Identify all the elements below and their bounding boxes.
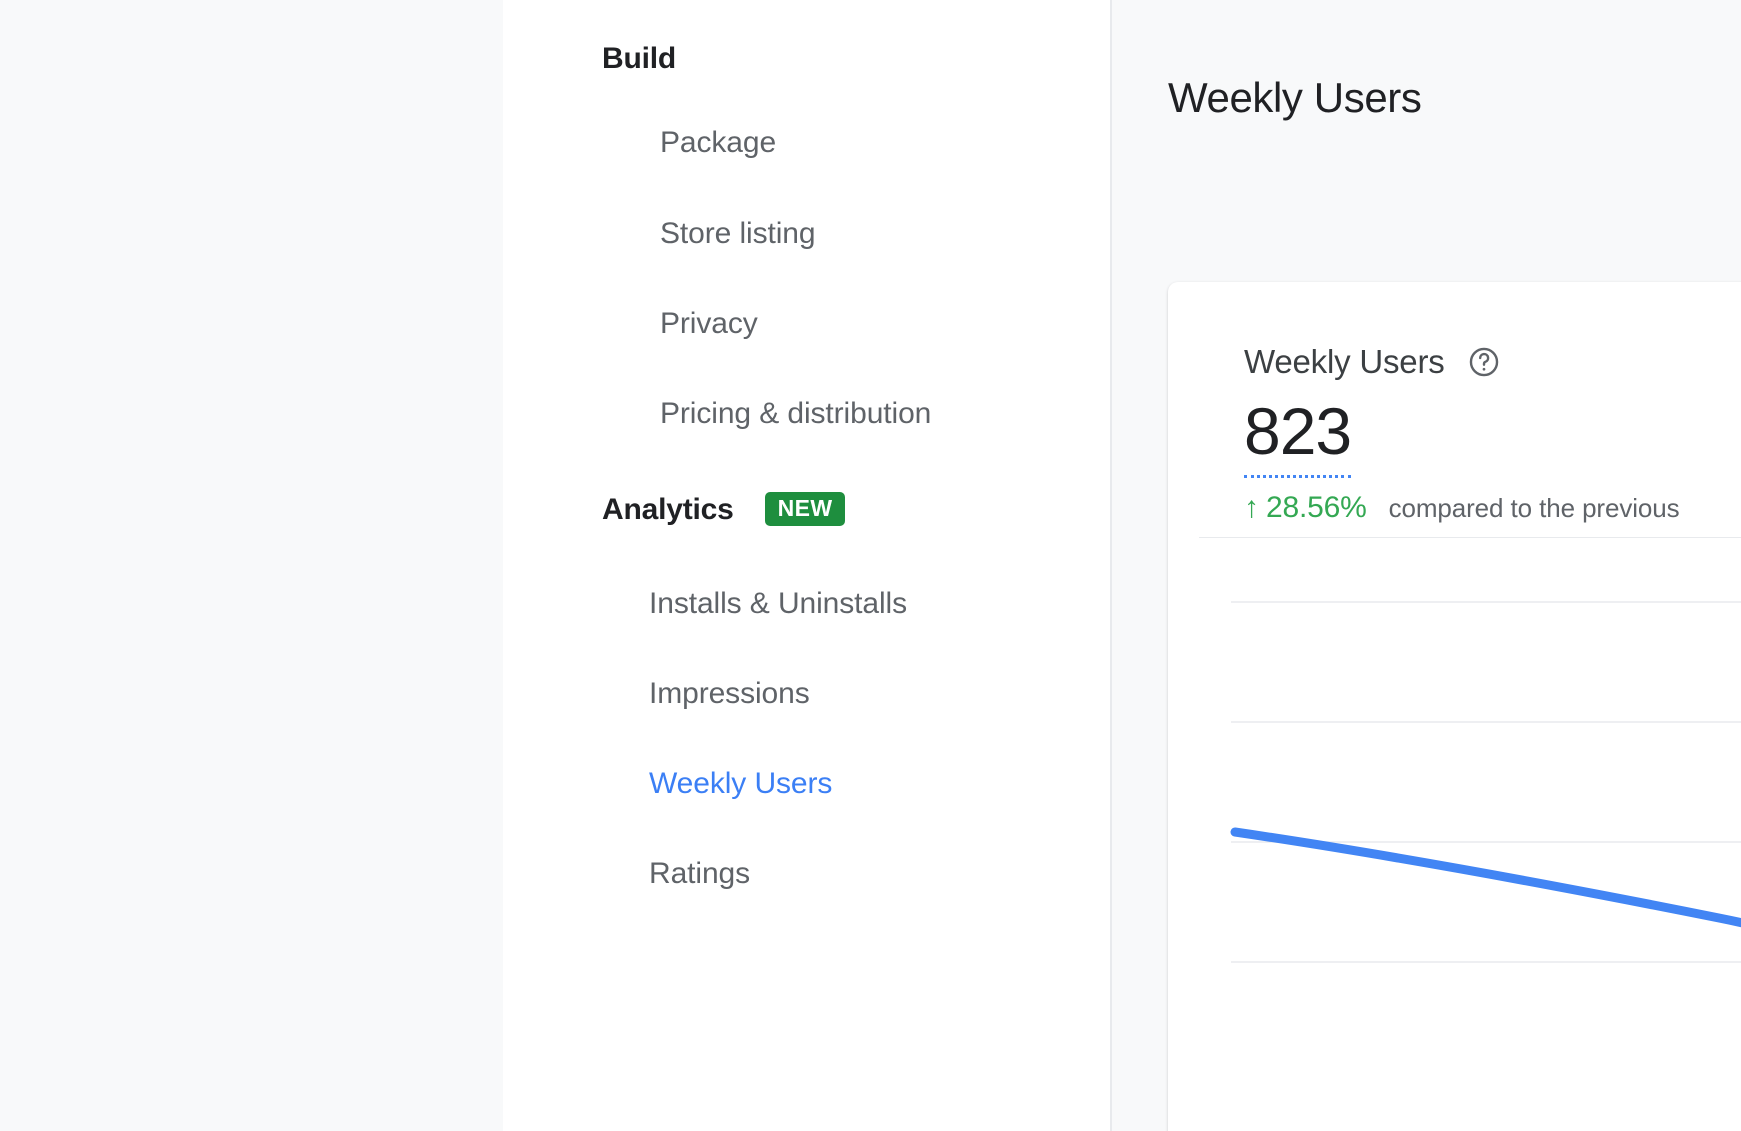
left-gutter-panel [0,0,503,1131]
sidebar-item-pricing-distribution[interactable]: Pricing & distribution [660,397,931,431]
sidebar-nav: Build Package Store listing Privacy Pric… [503,0,1112,1131]
card-divider [1199,537,1741,538]
sidebar-item-weekly-users[interactable]: Weekly Users [649,767,832,801]
card-metric-title-row: Weekly Users [1244,343,1501,381]
sidebar-item-label: Impressions [649,677,810,710]
help-circle-icon[interactable] [1467,345,1501,379]
sidebar-item-label: Privacy [660,307,758,340]
sidebar-item-label: Ratings [649,857,751,890]
sidebar-section-analytics: Analytics NEW [602,492,846,527]
card-metric-title: Weekly Users [1244,343,1445,380]
sidebar-item-ratings[interactable]: Ratings [649,857,750,891]
page-title: Weekly Users [1168,74,1422,122]
sidebar-item-privacy[interactable]: Privacy [660,307,758,341]
card-delta-percent: 28.56% [1266,491,1367,524]
main-content: Weekly Users Weekly Users 823 ↑ 28.56% c… [1112,0,1741,1131]
card-delta-row: ↑ 28.56% compared to the previous [1244,491,1680,525]
card-metric-value[interactable]: 823 [1244,390,1352,478]
sidebar-item-label: Package [660,126,777,159]
weekly-users-metric-card: Weekly Users 823 ↑ 28.56% compared to th… [1168,282,1741,1131]
sidebar-item-package[interactable]: Package [660,126,776,160]
sidebar-section-label: Analytics [602,493,734,526]
chart-svg [1230,601,1741,963]
sidebar-item-label: Pricing & distribution [660,397,932,430]
sidebar-item-store-listing[interactable]: Store listing [660,217,816,251]
sidebar-item-label: Weekly Users [649,767,833,800]
chart-series-weekly-users [1230,827,1741,928]
sidebar-item-label: Installs & Uninstalls [649,587,907,620]
chart-gridlines [1231,601,1741,963]
sidebar-item-label: Store listing [660,217,816,250]
sidebar-item-impressions[interactable]: Impressions [649,677,810,711]
sidebar-item-installs-uninstalls[interactable]: Installs & Uninstalls [649,587,907,621]
card-delta-note: compared to the previous [1388,493,1680,523]
sidebar-section-build: Build [602,42,676,76]
weekly-users-line-chart[interactable] [1199,560,1741,1131]
trend-up-arrow-icon: ↑ [1244,491,1259,524]
new-badge: NEW [764,492,846,526]
sidebar-section-label: Build [602,42,676,75]
